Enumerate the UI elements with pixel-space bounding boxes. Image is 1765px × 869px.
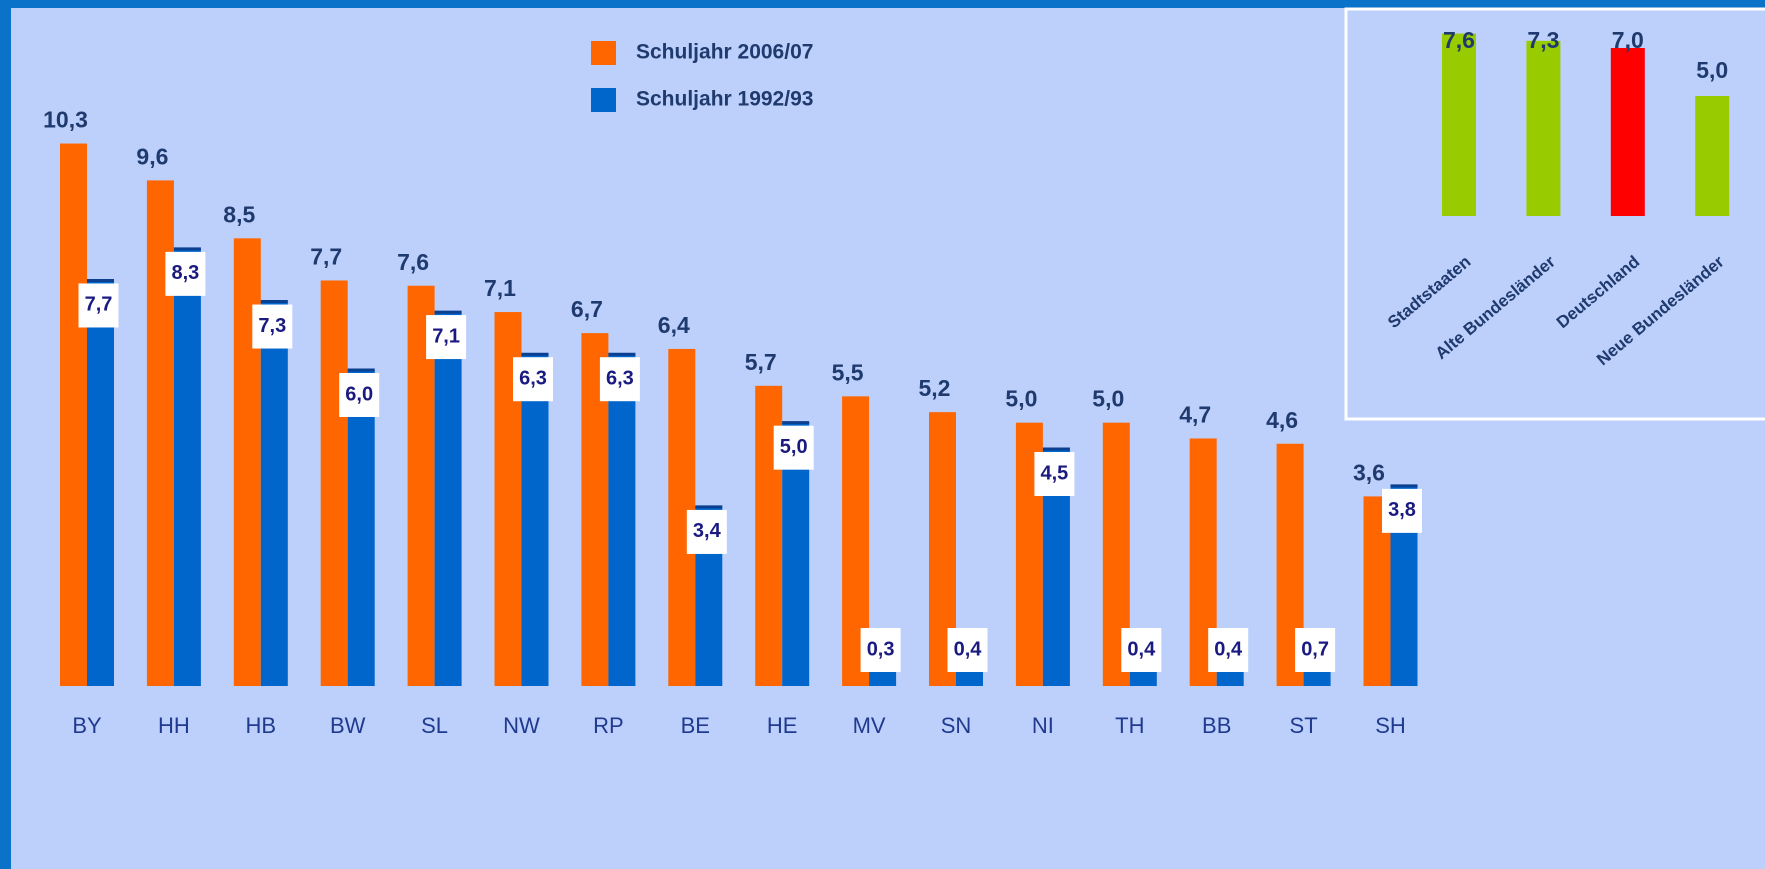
- value-label: 6,3: [519, 367, 547, 389]
- value-label: 7,3: [1527, 27, 1559, 53]
- value-label: 3,6: [1353, 459, 1385, 485]
- value-label: 7,6: [1443, 27, 1475, 53]
- value-label: 6,0: [345, 383, 373, 405]
- value-label: 0,4: [1214, 638, 1243, 660]
- value-label-box: [1208, 628, 1249, 672]
- inset-box: [1344, 7, 1765, 421]
- legend-label: Schuljahr 1992/93: [636, 88, 813, 111]
- x-tick-label: SL: [421, 713, 448, 738]
- x-tick-label: RP: [593, 713, 624, 738]
- bar: [60, 143, 87, 687]
- value-label: 5,2: [919, 375, 951, 401]
- value-label-box: [252, 304, 293, 349]
- value-label: 4,5: [1040, 462, 1068, 484]
- value-label: 7,1: [484, 275, 516, 301]
- bar: [1610, 48, 1645, 216]
- value-label-box: [339, 373, 380, 417]
- value-label: 7,7: [85, 294, 113, 316]
- value-label: 5,0: [1696, 57, 1728, 83]
- bar: [87, 280, 114, 686]
- value-label-box: [1382, 488, 1422, 533]
- x-tick-label: BW: [330, 713, 366, 738]
- x-tick-label: NW: [503, 713, 540, 738]
- x-tick-label: SH: [1375, 713, 1406, 738]
- value-label-box: [426, 315, 467, 360]
- bar: [521, 354, 549, 686]
- x-tick-label: ST: [1290, 713, 1318, 738]
- value-label-box: [78, 283, 119, 328]
- x-tick-label: BY: [72, 713, 102, 738]
- legend-label: Schuljahr 2006/07: [636, 41, 813, 64]
- value-label: 0,4: [1127, 638, 1156, 660]
- x-tick-label: NI: [1032, 713, 1054, 738]
- bar: [173, 248, 201, 686]
- bar: [1695, 96, 1730, 216]
- value-label-box: [165, 251, 206, 296]
- value-label: 8,5: [223, 201, 255, 227]
- value-label: 4,6: [1266, 407, 1298, 433]
- value-label: 6,7: [571, 296, 603, 322]
- bar: [869, 670, 897, 686]
- value-label: 0,4: [954, 638, 983, 660]
- value-label: 7,0: [1612, 27, 1644, 53]
- x-tick-label: BE: [681, 713, 710, 738]
- value-label: 9,6: [136, 143, 168, 169]
- bar: [1526, 40, 1561, 216]
- value-label-box: [686, 509, 727, 554]
- value-label-box: [773, 425, 814, 470]
- value-label: 4,7: [1179, 402, 1211, 428]
- bar: [347, 370, 375, 686]
- value-label: 10,3: [43, 107, 88, 133]
- legend-swatch: [591, 88, 616, 112]
- value-label: 5,5: [832, 359, 864, 385]
- value-label: 8,3: [171, 262, 199, 284]
- value-label-box: [1121, 628, 1162, 672]
- value-label-box: [947, 628, 988, 672]
- bar: [260, 301, 288, 686]
- value-label: 7,6: [397, 249, 429, 275]
- value-label-box: [599, 357, 640, 402]
- x-tick-label: HB: [246, 713, 277, 738]
- value-label: 0,7: [1301, 638, 1329, 660]
- value-label: 3,8: [1388, 499, 1416, 521]
- bar: [608, 354, 636, 686]
- value-label: 7,7: [310, 244, 342, 270]
- value-label-box: [860, 628, 901, 672]
- value-label-box: [1295, 628, 1336, 672]
- value-label-box: [513, 357, 553, 402]
- bar: [320, 280, 348, 686]
- value-label: 6,4: [658, 312, 690, 338]
- value-label: 5,0: [1005, 386, 1037, 412]
- x-tick-label: BB: [1202, 713, 1231, 738]
- value-label-box: [1034, 452, 1075, 496]
- x-tick-label: TH: [1115, 713, 1144, 738]
- bar: [434, 312, 462, 686]
- value-label: 6,3: [606, 367, 634, 389]
- x-tick-label: MV: [853, 713, 886, 738]
- value-label: 5,0: [780, 436, 808, 458]
- bar: [1442, 33, 1476, 216]
- x-tick-label: HE: [767, 713, 798, 738]
- value-label: 5,0: [1092, 386, 1124, 412]
- legend-swatch: [591, 41, 616, 65]
- value-label: 7,3: [258, 315, 286, 337]
- x-tick-label: HH: [158, 713, 190, 738]
- x-tick-label: SN: [941, 713, 972, 738]
- value-label: 7,1: [432, 325, 460, 347]
- value-label: 3,4: [693, 520, 722, 542]
- value-label: 0,3: [867, 638, 895, 660]
- value-label: 5,7: [745, 349, 777, 375]
